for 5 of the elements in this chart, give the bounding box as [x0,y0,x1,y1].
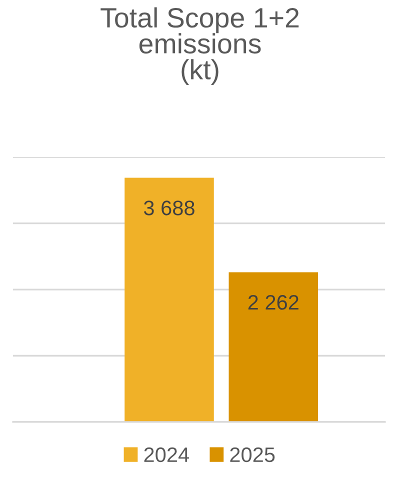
chart-title: Total Scope 1+2 emissions (kt) [100,7,299,85]
legend-label: 2025 [230,447,275,462]
data-label: 2 262 [248,294,298,310]
legend-label: 2024 [144,447,189,462]
data-label: 3 688 [144,200,194,216]
